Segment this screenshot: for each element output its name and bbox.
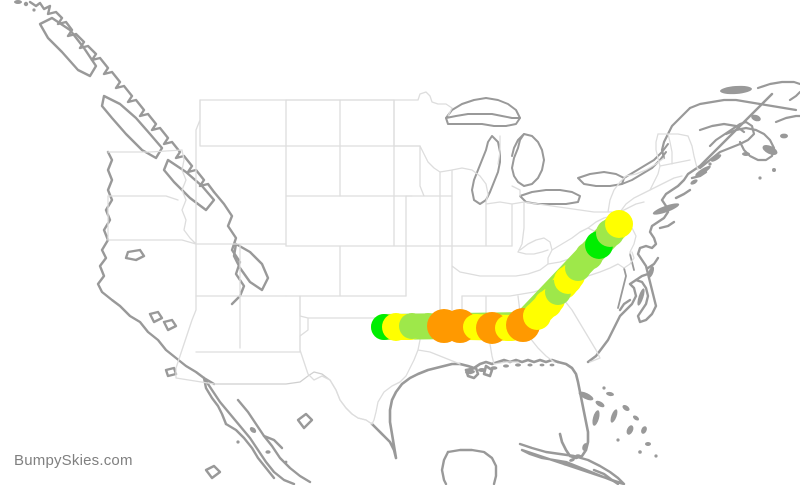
- us-mexico-border: [214, 371, 373, 425]
- long-island: [652, 203, 680, 215]
- gulf-coast: [370, 358, 590, 460]
- mexico-coastline: [236, 398, 314, 484]
- route-point-18[interactable]: [605, 210, 633, 238]
- gulf-coast-islets: [465, 363, 588, 458]
- east-coast-islets: [637, 154, 722, 306]
- canada-pacific-coastline: [28, 0, 270, 306]
- us-state-borders: [107, 99, 699, 425]
- route-severity-bubbles[interactable]: [371, 210, 633, 344]
- flight-turbulence-route[interactable]: [371, 210, 633, 344]
- bahamas: [578, 386, 658, 458]
- map-basemap: [14, 0, 800, 485]
- yucatan-peninsula: [440, 448, 498, 485]
- us-canada-border: [200, 91, 453, 117]
- atlantic-canada-coastline: [660, 80, 800, 170]
- bumpyskies-watermark: BumpySkies.com: [14, 452, 133, 469]
- us-east-coast: [586, 92, 774, 364]
- mexico-islets: [236, 427, 288, 464]
- atlantic-canada-islets: [720, 85, 788, 180]
- great-lakes: [445, 97, 669, 205]
- baja-california: [202, 376, 296, 485]
- north-pacific-islets: [14, 0, 36, 12]
- cuba: [518, 442, 626, 485]
